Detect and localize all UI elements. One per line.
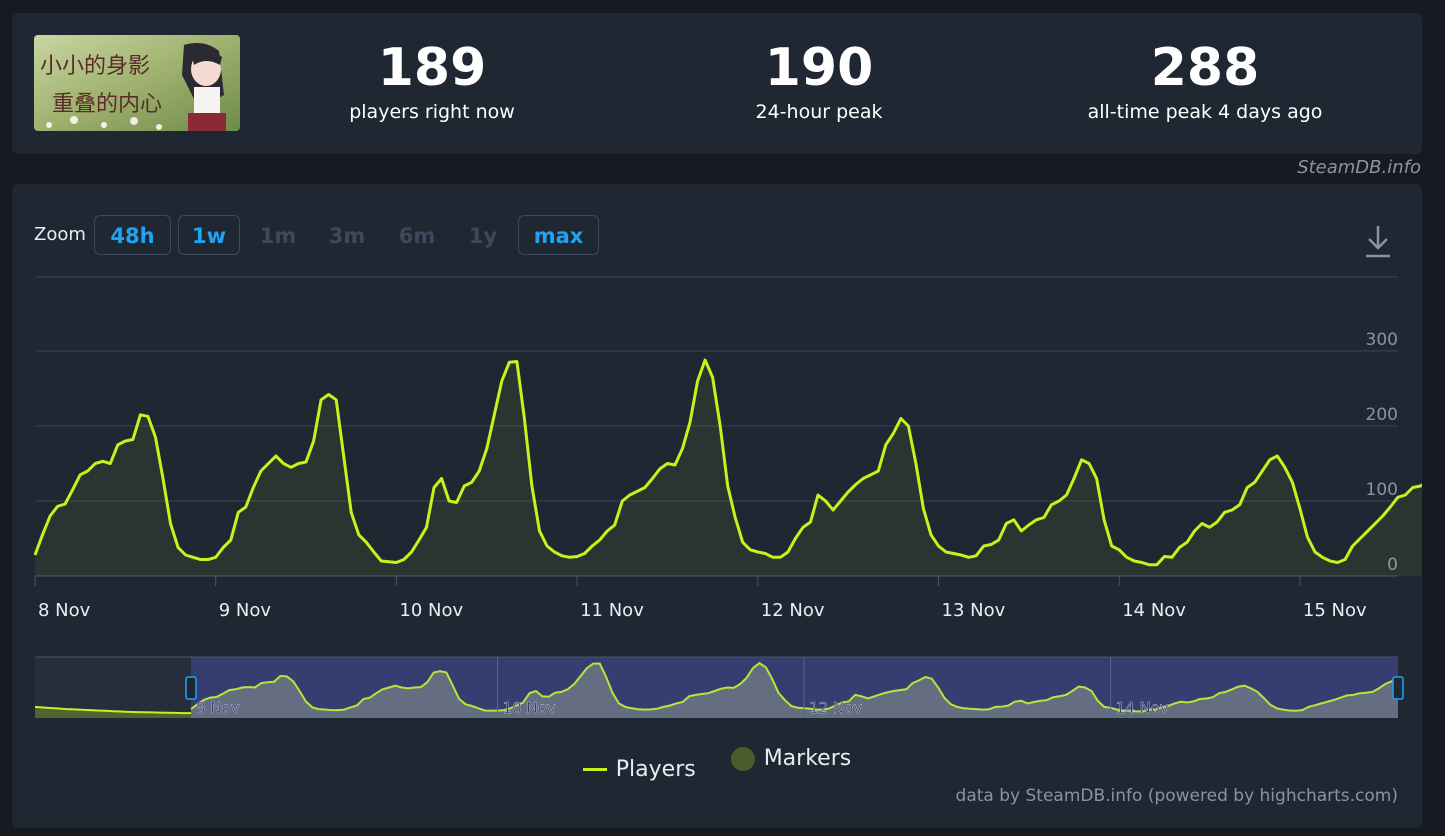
stats-panel: 小小的身影 重叠的内心 189 players right now 190 24… [12,13,1422,154]
players-area [35,360,1422,576]
players-line [33,358,1422,567]
x-tick-label: 10 Nov [399,600,463,621]
navigator-tick-label: 8 Nov [196,699,240,717]
stat-players-now-label: players right now [349,101,515,123]
y-tick-label: 300 [1366,330,1398,350]
zoom-3m-button[interactable]: 3m [317,215,377,255]
steamdb-credit[interactable]: SteamDB.info [1297,157,1421,178]
download-icon[interactable] [1364,224,1392,258]
stat-24h-peak-label: 24-hour peak [755,101,883,123]
legend-markers-swatch [730,746,755,771]
zoom-1w-button[interactable]: 1w [178,215,240,255]
zoom-1m-button[interactable]: 1m [248,215,308,255]
stat-24h-peak-value: 190 [764,38,874,98]
legend-players-swatch [582,767,607,771]
x-tick-label: 15 Nov [1303,600,1367,621]
zoom-6m-button[interactable]: 6m [387,215,447,255]
x-tick-label: 12 Nov [761,600,825,621]
navigator-series-area [191,663,1398,718]
x-tick-label: 13 Nov [942,600,1006,621]
navigator-series-line [190,661,1399,713]
navigator-leadin-line [34,705,191,715]
y-tick-label: 100 [1366,480,1398,500]
zoom-label: Zoom [34,224,86,245]
x-tick-label: 8 Nov [38,600,91,621]
legend-players-label: Players [615,756,696,782]
thumb-title-line2: 重叠的内心 [52,92,162,117]
legend-markers-label: Markers [763,746,852,771]
legend-markers[interactable]: Markers [730,746,852,771]
stat-24h-peak: 190 24-hour peak [654,37,984,123]
x-tick-label: 11 Nov [580,600,644,621]
stat-all-time-peak-value: 288 [1150,38,1260,98]
highcharts-credit[interactable]: data by SteamDB.info (powered by highcha… [955,786,1398,806]
stat-players-now-value: 189 [377,38,487,98]
thumb-title-line1: 小小的身影 [40,54,150,79]
navigator-right-handle[interactable] [1392,676,1404,700]
navigator-left-handle[interactable] [185,676,197,700]
navigator-tick-label: 14 Nov [1116,699,1169,717]
y-tick-label: 0 [1387,555,1398,575]
x-tick-label: 9 Nov [219,600,272,621]
zoom-max-button[interactable]: max [518,215,599,255]
zoom-48h-button[interactable]: 48h [94,215,171,255]
player-count-chart: 0 100 200 300 8 Nov 9 Nov 10 Nov 11 Nov 12 Nov 13… [33,276,1422,718]
y-tick-label: 200 [1366,405,1398,425]
chart-legend: Players Markers [12,746,1422,782]
game-thumbnail[interactable]: 小小的身影 重叠的内心 [34,35,240,131]
stat-players-now: 189 players right now [267,37,597,123]
navigator-tick-label: 12 Nov [809,699,862,717]
navigator-tick-label: 10 Nov [503,699,556,717]
x-tick-label: 14 Nov [1122,600,1186,621]
legend-players[interactable]: Players [582,756,696,782]
chart-panel: 0 100 200 300 8 Nov 9 Nov 10 Nov 11 Nov 12 Nov 13… [12,184,1422,828]
stat-all-time-peak-label: all-time peak 4 days ago [1087,101,1323,123]
stat-all-time-peak: 288 all-time peak 4 days ago [1040,37,1370,123]
zoom-1y-button[interactable]: 1y [457,215,509,255]
